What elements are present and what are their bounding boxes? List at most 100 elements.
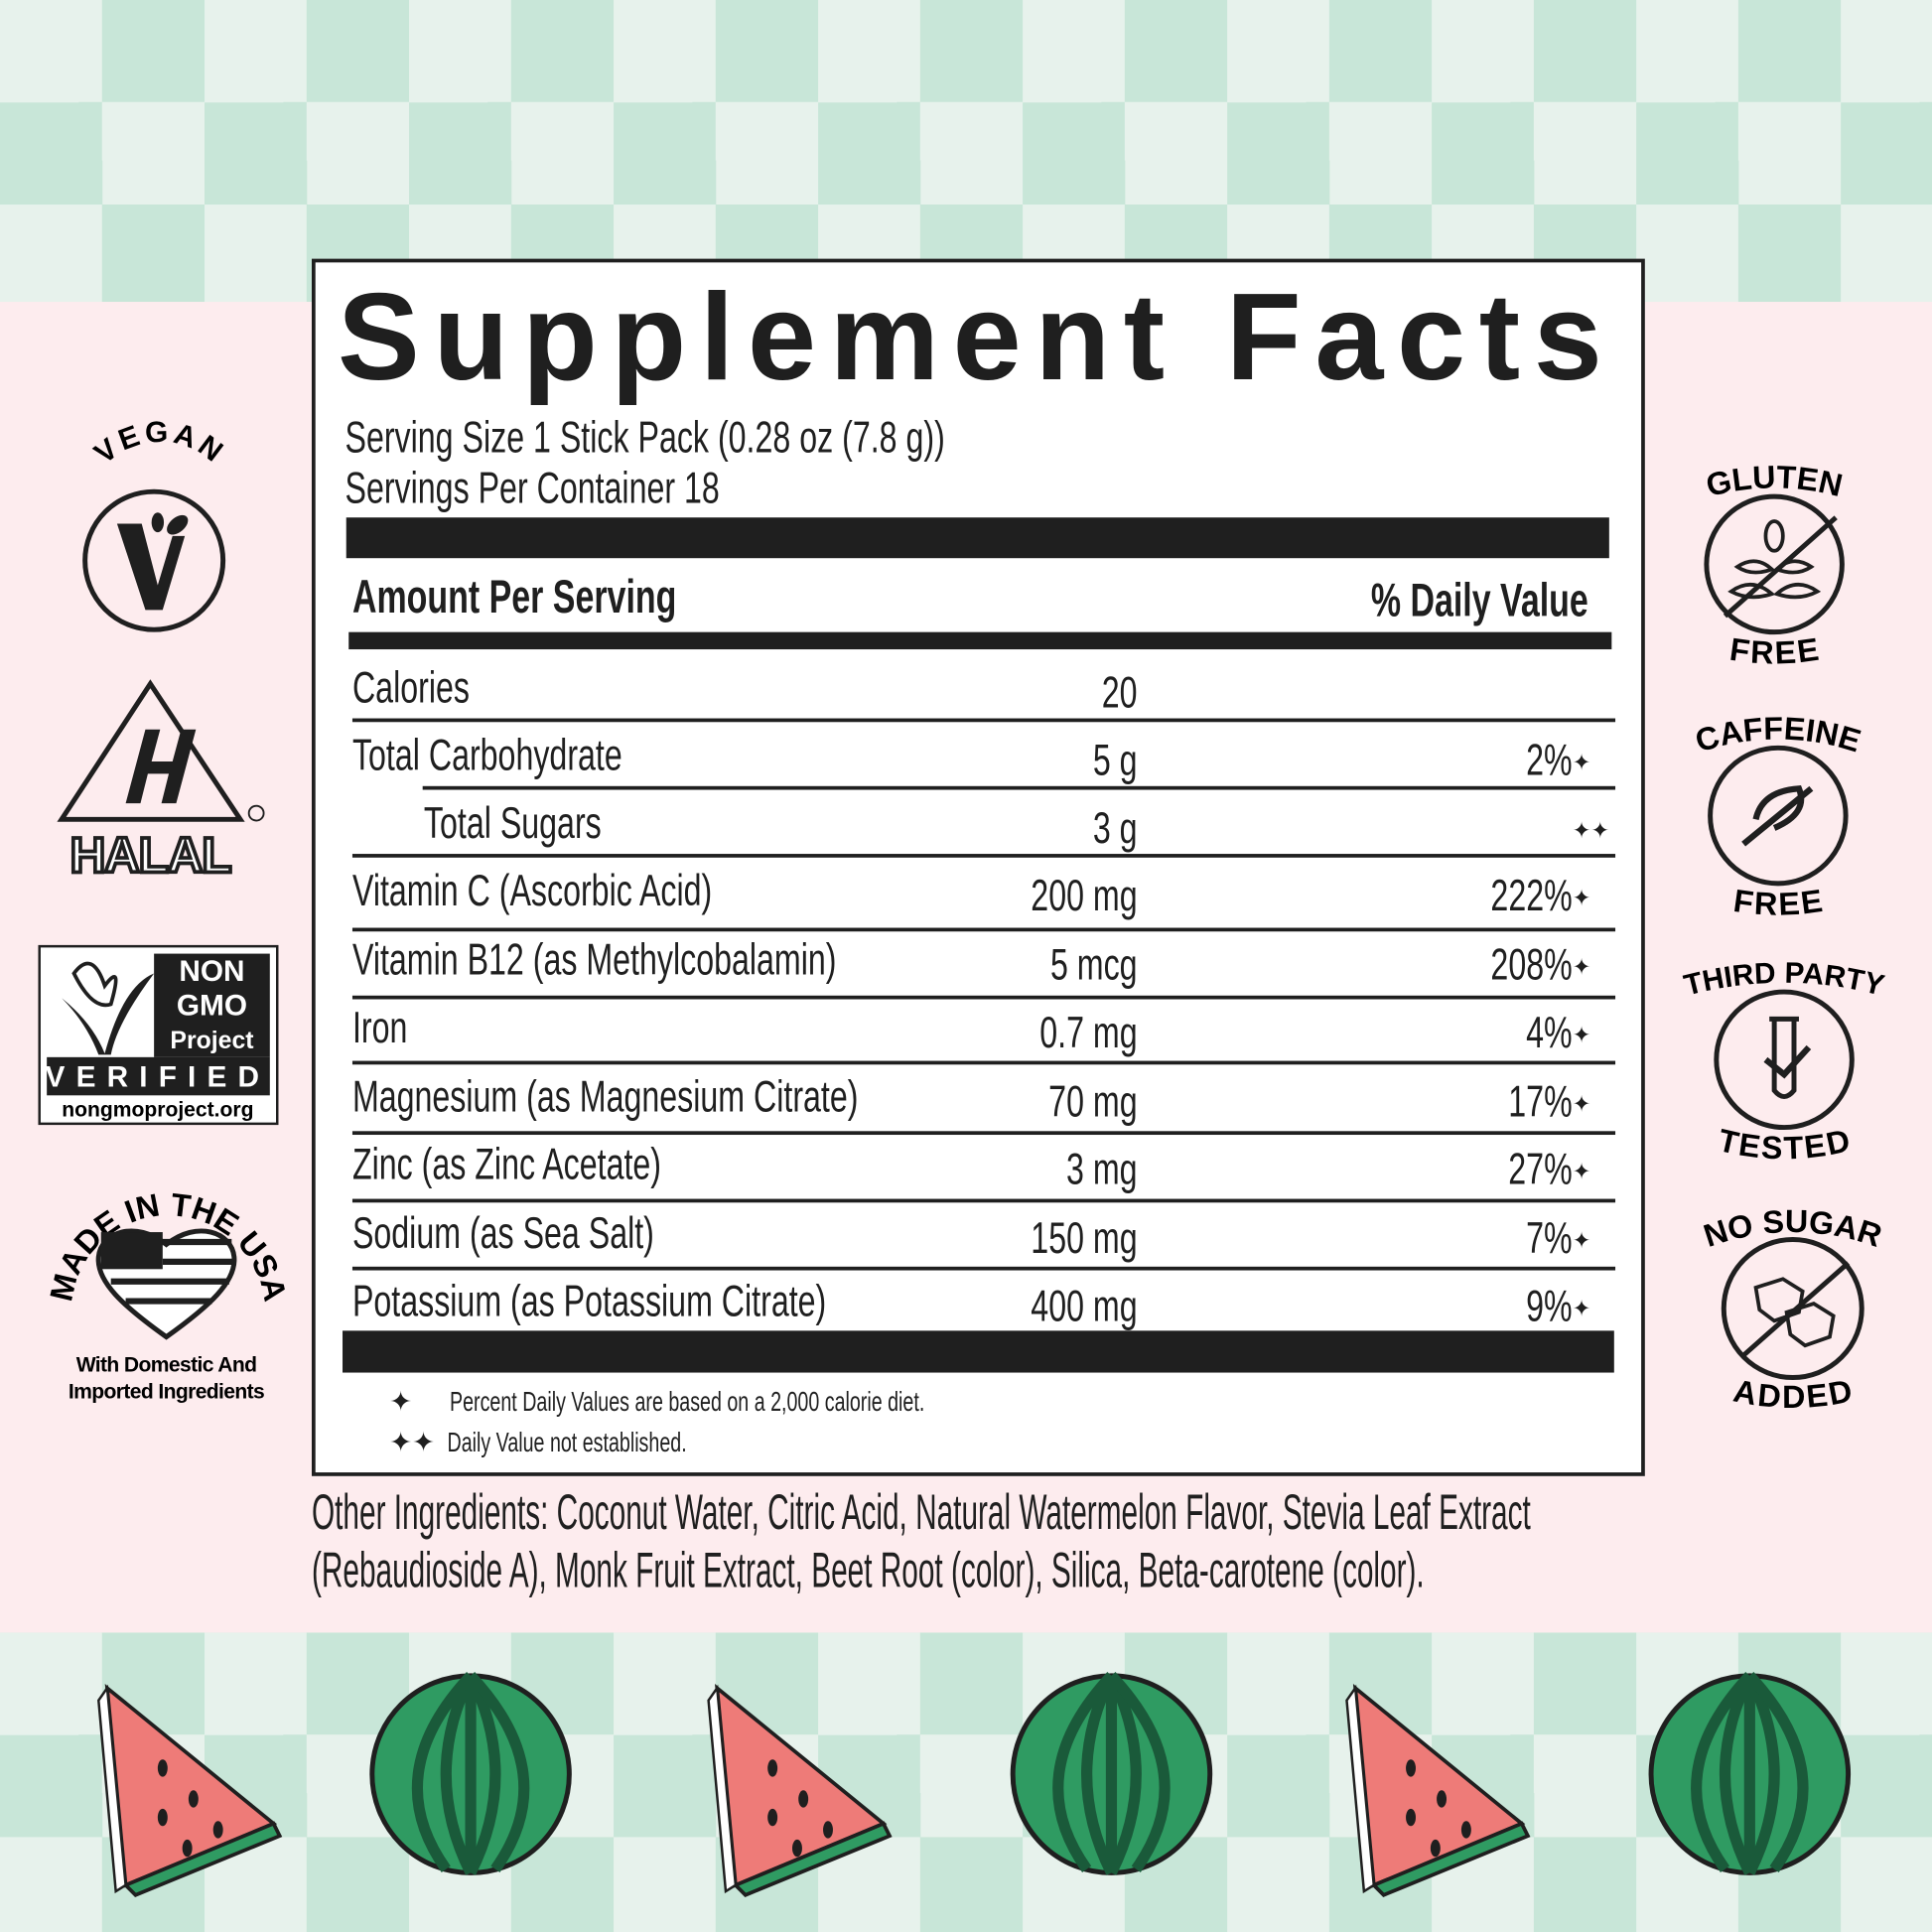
halal-h-icon	[125, 729, 197, 804]
svg-text:FREE: FREE	[1731, 883, 1825, 922]
nutrient-amount: 0.7 mg	[1039, 1006, 1138, 1057]
row-divider	[351, 927, 1616, 932]
svg-text:NO SUGAR: NO SUGAR	[1700, 1203, 1886, 1254]
watermelon-slice-icon	[96, 1686, 282, 1897]
nutrient-name: Vitamin C (Ascorbic Acid)	[351, 865, 713, 916]
nutrient-daily-value: 2%	[1526, 734, 1573, 785]
svg-text:VERIFIED: VERIFIED	[46, 1061, 271, 1094]
checker-pattern-top	[0, 0, 1932, 303]
nutrient-name: Total Sugars	[423, 796, 602, 848]
medium-divider	[348, 631, 1612, 650]
vegan-badge: VEGAN	[82, 416, 228, 632]
header-amount-per-serving: Amount Per Serving	[351, 571, 677, 623]
double-star-icon: ✦✦	[389, 1427, 435, 1458]
svg-text:CAFFEINE: CAFFEINE	[1691, 711, 1864, 759]
svg-text:THIRD PARTY: THIRD PARTY	[1681, 957, 1887, 1003]
daily-value-marker: ✦	[1572, 1159, 1591, 1184]
nutrient-daily-value: 9%	[1526, 1280, 1573, 1331]
nutrient-name: Total Carbohydrate	[351, 729, 622, 780]
servings-per-container: Servings Per Container 18	[345, 462, 720, 513]
nutrient-name: Zinc (as Zinc Acetate)	[351, 1138, 662, 1189]
nutrient-amount: 3 mg	[1065, 1143, 1138, 1194]
whole-watermelon-icon	[1013, 1676, 1210, 1873]
nutrient-name: Calories	[351, 661, 470, 713]
row-divider	[351, 1060, 1616, 1065]
daily-value-marker: ✦	[1572, 1023, 1591, 1047]
row-divider	[351, 1131, 1616, 1136]
nutrient-amount: 400 mg	[1031, 1280, 1138, 1331]
butterfly-plant-icon	[62, 973, 155, 1055]
leaf-icon	[1741, 785, 1814, 847]
row-divider	[351, 854, 1616, 858]
serving-size: Serving Size 1 Stick Pack (0.28 oz (7.8 …	[345, 411, 945, 463]
whole-watermelon-icon	[372, 1676, 570, 1873]
checker-pattern-bottom	[0, 1632, 1932, 1932]
svg-text:GMO: GMO	[177, 990, 247, 1023]
watermelon-decorations	[96, 1651, 1932, 1897]
nutrient-amount: 3 g	[1092, 801, 1138, 853]
footnote-2: ✦✦ Daily Value not established.	[389, 1427, 687, 1458]
caffeine-free-badge: CAFFEINE FREE	[1691, 711, 1864, 922]
registered-mark-icon	[247, 804, 265, 822]
daily-value-marker: ✦✦	[1572, 818, 1610, 843]
row-divider	[422, 785, 1616, 790]
svg-text:ADDED: ADDED	[1730, 1373, 1855, 1415]
thick-divider	[345, 517, 1609, 559]
nutrient-name: Magnesium (as Magnesium Citrate)	[351, 1070, 859, 1122]
svg-text:NON: NON	[179, 955, 244, 988]
nutrient-amount: 200 mg	[1031, 870, 1138, 921]
daily-value-marker: ✦	[1572, 886, 1591, 911]
nutrient-name: Sodium (as Sea Salt)	[351, 1207, 654, 1259]
nutrient-amount: 70 mg	[1048, 1075, 1138, 1127]
right-badges: GLUTEN FREE CAFFEINE FREE THIRD PARTY TE…	[1681, 459, 1887, 1415]
svg-text:nongmoproject.org: nongmoproject.org	[62, 1098, 253, 1121]
svg-text:With Domestic And: With Domestic And	[76, 1353, 257, 1376]
svg-text:Project: Project	[170, 1028, 253, 1054]
nutrient-daily-value: 222%	[1490, 870, 1573, 921]
svg-text:HALAL: HALAL	[69, 828, 230, 884]
vegan-v-icon	[116, 523, 186, 611]
nutrient-name: Vitamin B12 (as Methylcobalamin)	[351, 933, 837, 985]
nutrient-daily-value: 208%	[1490, 938, 1573, 990]
nutrient-daily-value: 4%	[1526, 1006, 1573, 1057]
svg-text:FREE: FREE	[1727, 631, 1821, 671]
svg-text:Imported Ingredients: Imported Ingredients	[69, 1381, 264, 1404]
daily-value-marker: ✦	[1572, 1296, 1591, 1321]
panel-title: Supplement Facts	[338, 268, 1616, 407]
row-divider	[351, 995, 1616, 1000]
made-in-usa-badge: MADE IN THE USA With Domestic And Import…	[43, 1186, 293, 1404]
nutrient-daily-value: 7%	[1526, 1212, 1573, 1264]
row-divider	[351, 1266, 1616, 1271]
non-gmo-badge: NON GMO Project VERIFIED nongmoproject.o…	[38, 944, 279, 1126]
star-icon: ✦	[389, 1386, 413, 1418]
row-divider	[351, 718, 1616, 723]
daily-value-marker: ✦	[1572, 1091, 1591, 1117]
nutrient-amount: 150 mg	[1031, 1212, 1138, 1264]
nutrient-name: Iron	[351, 1001, 408, 1052]
row-divider	[351, 1198, 1616, 1203]
daily-value-marker: ✦	[1572, 954, 1591, 980]
nutrient-name: Potassium (as Potassium Citrate)	[351, 1275, 827, 1326]
third-party-tested-badge: THIRD PARTY TESTED	[1681, 957, 1887, 1167]
watermelon-slice-icon	[1344, 1686, 1530, 1897]
nutrient-amount: 5 g	[1092, 734, 1138, 785]
supplement-facts-panel: Supplement Facts Serving Size 1 Stick Pa…	[311, 258, 1645, 1476]
footnote-1: ✦ Percent Daily Values are based on a 2,…	[389, 1386, 924, 1418]
gluten-free-badge: GLUTEN FREE	[1703, 459, 1846, 671]
no-sugar-added-badge: NO SUGAR ADDED	[1700, 1203, 1886, 1415]
sugar-cubes-icon	[1753, 1277, 1836, 1348]
daily-value-marker: ✦	[1572, 750, 1591, 775]
whole-watermelon-icon	[1651, 1676, 1849, 1873]
daily-value-marker: ✦	[1572, 1228, 1591, 1254]
nutrient-amount: 5 mcg	[1049, 938, 1138, 990]
check-icon	[1763, 1044, 1812, 1079]
wheat-icon	[1727, 519, 1822, 600]
bottom-divider	[343, 1330, 1614, 1373]
watermelon-slice-icon	[706, 1686, 892, 1897]
nutrient-amount: 20	[1101, 666, 1138, 718]
nutrient-daily-value: 17%	[1508, 1075, 1573, 1127]
halal-badge: HALAL	[57, 679, 265, 886]
left-badges: VEGAN HALAL NON GMO Project VERIFIED non…	[38, 416, 293, 1404]
nutrient-daily-value: 27%	[1508, 1143, 1573, 1194]
